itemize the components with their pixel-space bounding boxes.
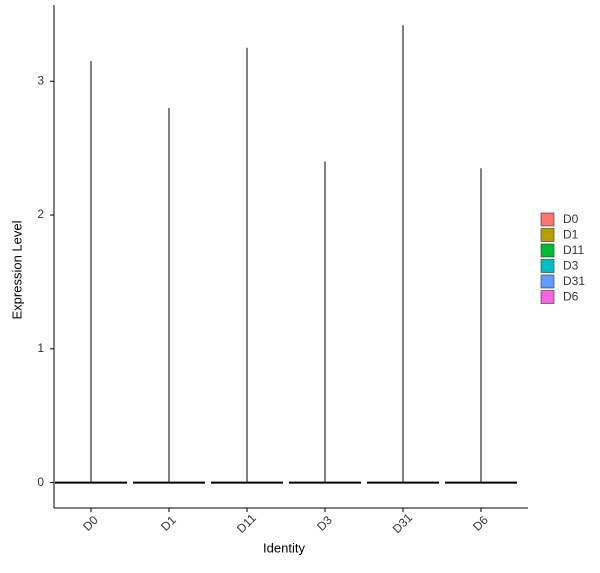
y-tick-label: 2: [37, 207, 44, 221]
legend-label: D6: [563, 290, 579, 304]
x-tick-label: D31: [390, 510, 416, 536]
y-axis-title: Expression Level: [9, 220, 24, 319]
x-tick-label: D0: [80, 513, 101, 534]
x-tick-label: D11: [234, 511, 259, 536]
legend-label: D3: [563, 259, 579, 273]
legend-swatch: [540, 274, 555, 289]
y-tick-label: 1: [37, 341, 44, 355]
legend-swatch: [540, 259, 555, 273]
x-axis-title: Identity: [263, 540, 305, 555]
legend-label: D1: [563, 228, 579, 242]
x-tick-label: D1: [158, 513, 179, 534]
x-tick-label: D3: [314, 513, 335, 534]
legend-label: D0: [563, 212, 579, 226]
legend-label: D31: [563, 274, 585, 288]
y-tick-label: 3: [37, 73, 44, 87]
x-tick-label: D6: [470, 513, 491, 534]
legend-swatch: [540, 212, 555, 227]
legend-swatch: [540, 228, 555, 242]
legend-label: D11: [563, 243, 584, 257]
y-tick-label: 0: [37, 475, 44, 489]
legend-swatch: [540, 243, 555, 258]
legend-swatch: [540, 290, 555, 304]
